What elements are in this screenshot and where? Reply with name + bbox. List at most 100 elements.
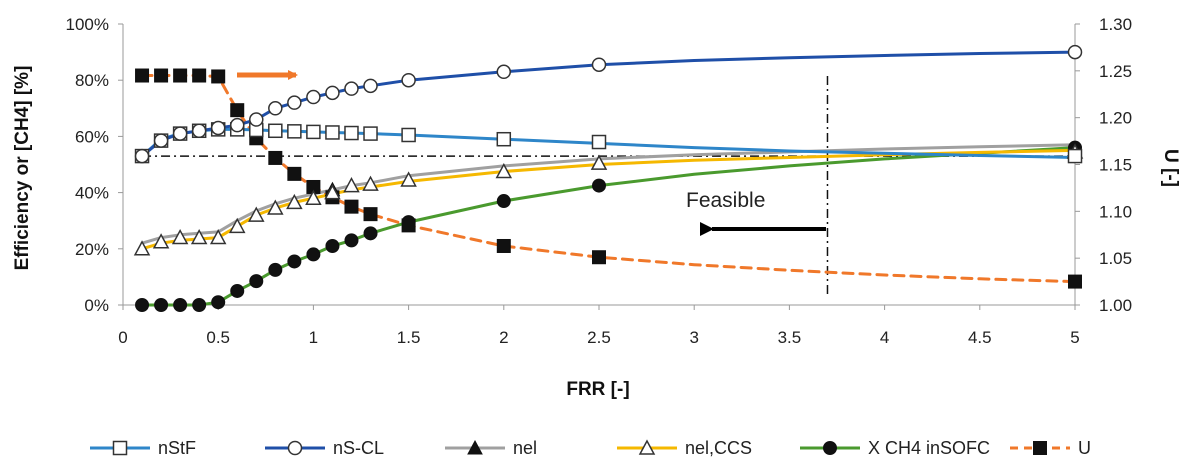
series-1 [140,50,1077,158]
series-3 [140,148,1077,251]
data-point [210,120,226,136]
x-tick-label: 1 [309,328,318,347]
x-tick-label: 3 [689,328,698,347]
y-right-tick-label: 1.00 [1099,296,1132,315]
series-line [140,148,1077,251]
data-point [344,199,359,214]
y-axis-title: Efficiency or [CH4] [%] [12,66,33,271]
x-tick-label: 3.5 [778,328,802,347]
data-point [638,439,656,455]
data-point [344,125,359,141]
data-point [153,133,169,148]
data-point [154,68,169,83]
y-right-tick-label: 1.15 [1099,156,1132,175]
legend: nStF nS-CL nel nel,CCS X CH4 inSOFC U [90,438,1091,458]
x-tick-label: 0 [118,328,127,347]
data-point [249,274,264,289]
data-point [230,103,245,118]
legend-item: nStF [90,438,196,458]
x-tick-label: 4 [880,328,889,347]
x-axis-title: FRR [-] [566,379,629,400]
data-point [287,95,302,110]
data-point [267,199,284,215]
data-point [306,124,321,140]
data-point [287,166,302,181]
data-point [591,57,607,72]
data-point [287,124,302,139]
data-point [286,193,303,210]
data-point [306,89,321,105]
x-tick-label: 2 [499,328,508,347]
data-point [172,126,188,141]
series-markers-4 [135,140,1082,312]
x-tick-label: 2.5 [587,328,611,347]
data-point [192,298,207,312]
series-line [140,50,1077,158]
legend-label: U [1078,438,1091,458]
series-markers-3 [133,143,1084,256]
data-point [133,240,151,256]
data-point [152,233,170,249]
legend-item: nel,CCS [617,438,752,458]
data-point [363,226,378,241]
y-tick-label: 100% [66,15,109,34]
legend-label: nStF [158,438,196,458]
y-right-tick-label: 1.10 [1099,202,1132,221]
x-tick-label: 1.5 [397,328,421,347]
series-markers-1 [134,44,1083,164]
data-point [228,217,246,234]
data-point [823,441,837,455]
data-point [344,233,359,248]
data-point [1033,441,1047,455]
feasible-label: Feasible [686,189,765,212]
legend-label: nel,CCS [685,438,752,458]
data-point [495,162,513,179]
data-point [344,81,359,96]
data-point [306,247,321,262]
data-point [592,178,606,193]
y-tick-label: 80% [75,71,109,90]
data-point [325,125,340,140]
data-point [287,254,302,269]
y-tick-label: 60% [75,127,109,146]
data-point [268,150,283,165]
legend-item: X CH4 inSOFC [800,438,990,458]
x-tick-label: 0.5 [206,328,230,347]
data-point [592,250,606,265]
reference-lines [142,76,1075,295]
y-tick-label: 20% [75,240,109,259]
data-point [325,238,340,253]
data-point [363,78,378,94]
axes-layer: 0 0.5 1 1.5 2 2.5 3 3.5 4 4.5 5 0% 20% 40% 60% 80% 100% 1… [66,15,1133,347]
data-point [112,440,128,456]
data-point [190,228,208,245]
series-layer [133,44,1084,312]
y-right-tick-label: 1.25 [1099,62,1132,81]
series-4 [140,146,1077,307]
data-point [496,194,511,209]
legend-item: U [1010,438,1091,458]
data-point [1067,44,1083,60]
series-markers-5 [135,68,1082,289]
data-point [401,218,416,233]
data-point [211,69,226,84]
data-point [135,68,150,83]
data-point [192,68,207,83]
y-right-axis-title: U [-] [1160,149,1181,187]
legend-item: nel [445,438,537,458]
data-point [209,228,227,245]
data-point [191,123,207,139]
data-point [496,238,511,253]
data-point [591,134,607,150]
data-point [249,112,264,127]
data-point [211,295,226,310]
y-right-tick-label: 1.20 [1099,109,1132,128]
data-point [229,117,245,133]
data-point [287,440,303,456]
data-point [268,101,283,116]
data-point [173,68,188,83]
data-point [467,439,483,455]
data-point [363,207,378,222]
